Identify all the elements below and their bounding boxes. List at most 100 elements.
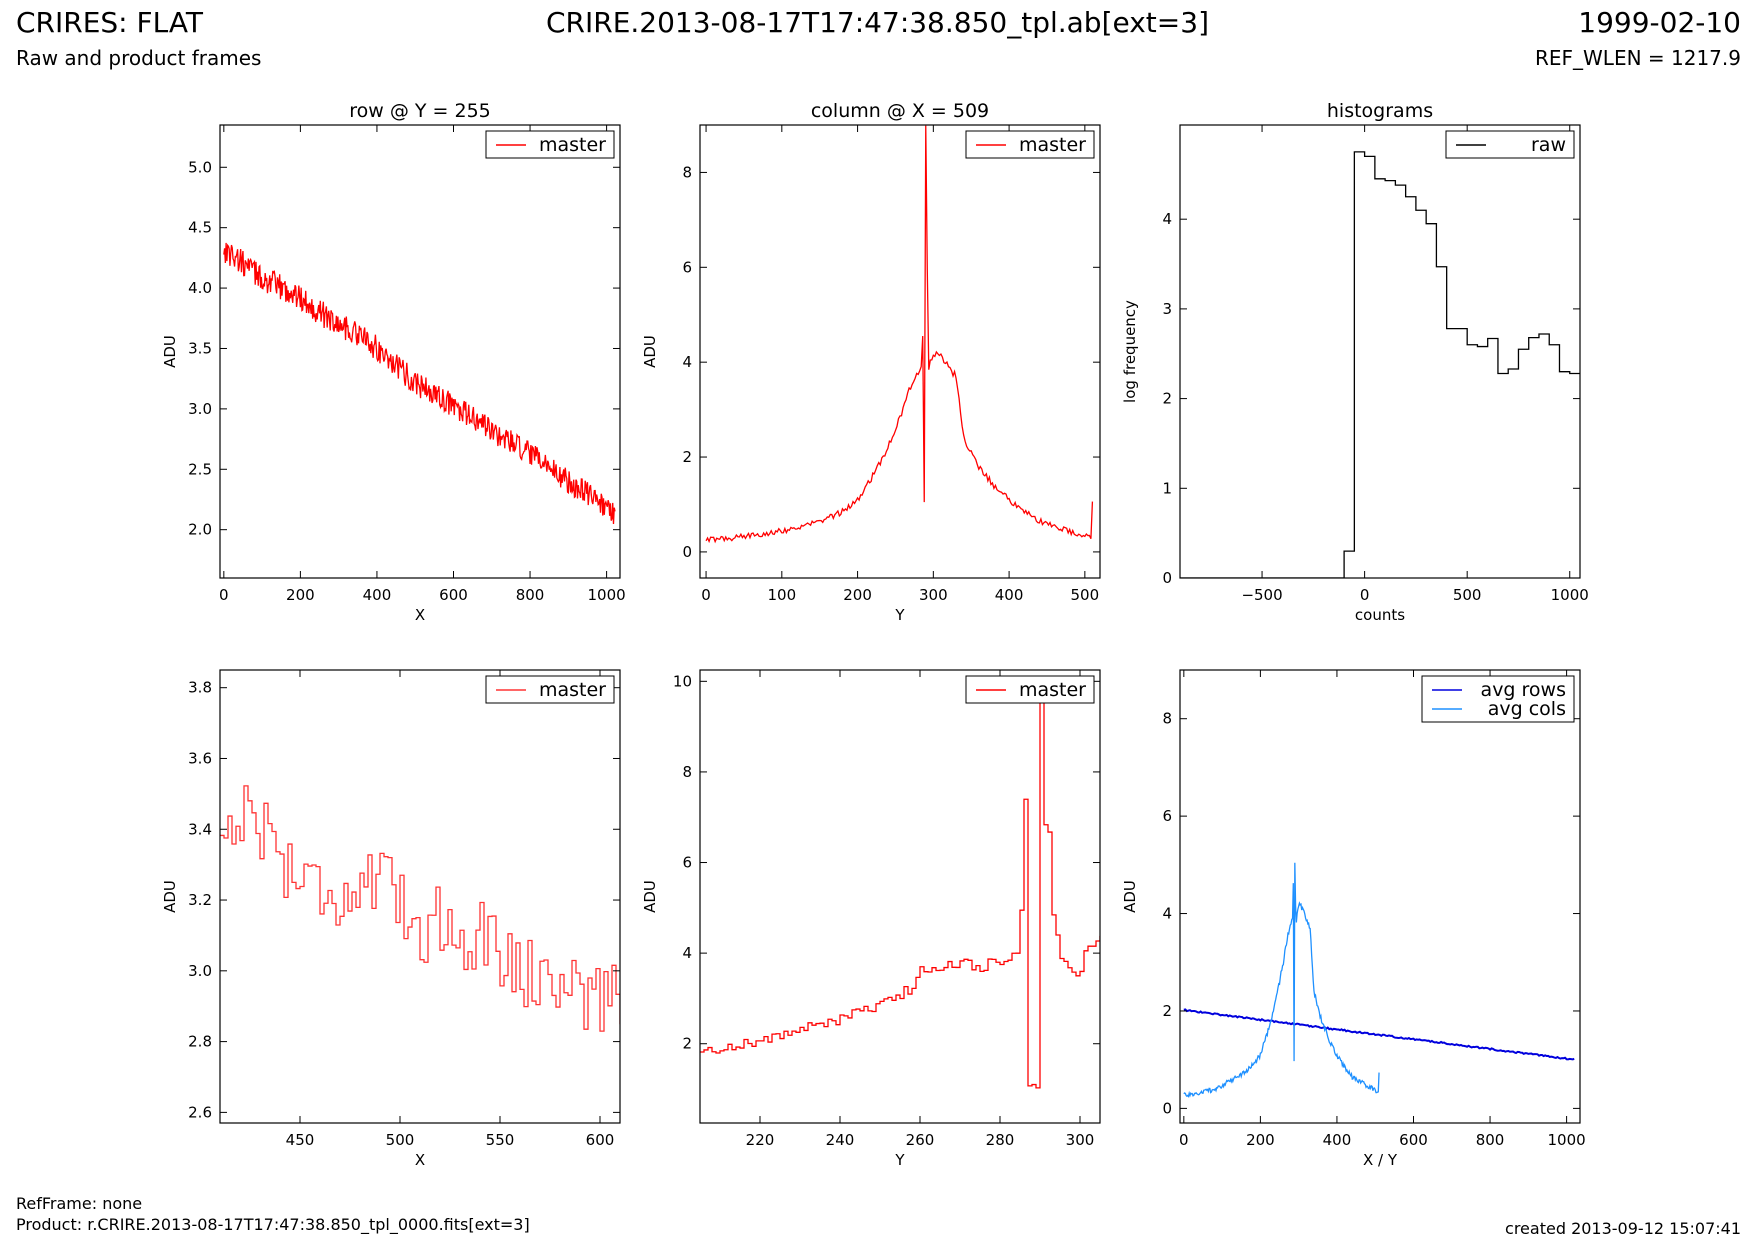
chart-row: 0 200 400 600 800 1000 2.0 2.5 3.0 3.5 4.0 4.5 5.0 ro… bbox=[161, 100, 626, 624]
x-tick-label: 0 bbox=[219, 586, 229, 604]
axes-frame bbox=[1179, 669, 1581, 1124]
chart-row_zoom: 450 500 550 600 2.6 2.8 3.0 3.2 3.4 3.6 3.8 X ADU mas… bbox=[161, 669, 621, 1169]
created-timestamp: created 2013-09-12 15:07:41 bbox=[1505, 1219, 1741, 1238]
y-tick-label: 2.6 bbox=[188, 1103, 212, 1121]
y-tick-label: 2 bbox=[682, 1035, 692, 1053]
x-tick-label: 200 bbox=[1246, 1131, 1275, 1149]
series-raw bbox=[1180, 151, 1580, 578]
x-tick-label: −500 bbox=[1241, 586, 1282, 604]
x-tick-label: 800 bbox=[1476, 1131, 1505, 1149]
x-tick-label: 240 bbox=[826, 1131, 855, 1149]
series-master bbox=[700, 687, 1100, 1089]
y-tick-label: 4 bbox=[1162, 210, 1172, 228]
y-tick-label: 3.4 bbox=[188, 820, 212, 838]
y-tick-label: 8 bbox=[1162, 710, 1172, 728]
x-tick-label: 300 bbox=[919, 586, 948, 604]
y-tick-label: 2.5 bbox=[188, 460, 212, 478]
x-tick-label: 600 bbox=[586, 1131, 615, 1149]
y-tick-label: 0 bbox=[1162, 1099, 1172, 1117]
chart-title: histograms bbox=[1327, 100, 1433, 122]
y-tick-label: 3.5 bbox=[188, 339, 212, 357]
x-axis-label: counts bbox=[1355, 606, 1405, 624]
x-axis-label: X / Y bbox=[1363, 1151, 1398, 1169]
axes-frame bbox=[219, 124, 621, 579]
series-avg-cols bbox=[1183, 862, 1380, 1098]
y-tick-label: 0 bbox=[1162, 569, 1172, 587]
y-tick-label: 6 bbox=[1162, 807, 1172, 825]
legend-label: raw bbox=[1531, 134, 1566, 156]
y-axis-label: ADU bbox=[641, 880, 659, 913]
x-tick-label: 1000 bbox=[1548, 1131, 1586, 1149]
x-tick-label: 400 bbox=[995, 586, 1024, 604]
refframe-label: RefFrame: none bbox=[16, 1194, 143, 1213]
x-tick-label: 600 bbox=[1399, 1131, 1428, 1149]
series-master bbox=[705, 125, 1094, 544]
x-tick-label: 0 bbox=[1360, 586, 1370, 604]
axes-frame bbox=[219, 669, 621, 1124]
y-tick-label: 4.5 bbox=[188, 219, 212, 237]
x-axis-label: X bbox=[415, 606, 425, 624]
x-tick-label: 400 bbox=[1323, 1131, 1352, 1149]
x-tick-label: 1000 bbox=[1551, 586, 1589, 604]
x-tick-label: 500 bbox=[1453, 586, 1482, 604]
y-tick-label: 2 bbox=[682, 448, 692, 466]
y-tick-label: 2.0 bbox=[188, 521, 212, 539]
page-subtitle: Raw and product frames bbox=[16, 46, 262, 70]
y-axis-label: ADU bbox=[1121, 880, 1139, 913]
x-tick-label: 200 bbox=[843, 586, 872, 604]
page-title: CRIRES: FLAT bbox=[16, 6, 203, 39]
x-axis-label: Y bbox=[894, 606, 905, 624]
frame-name: CRIRE.2013-08-17T17:47:38.850_tpl.ab[ext… bbox=[545, 6, 1209, 39]
y-tick-label: 8 bbox=[682, 163, 692, 181]
y-axis-label: log frequency bbox=[1121, 300, 1139, 403]
ref-wlen-label: REF_WLEN = 1217.9 bbox=[1534, 46, 1741, 70]
y-tick-label: 6 bbox=[682, 854, 692, 872]
series-avg-rows bbox=[1184, 1009, 1576, 1059]
y-axis-label: ADU bbox=[161, 335, 179, 368]
y-tick-label: 5.0 bbox=[188, 158, 212, 176]
y-tick-label: 3.8 bbox=[188, 679, 212, 697]
y-tick-label: 2 bbox=[1162, 1002, 1172, 1020]
legend: master bbox=[965, 130, 1095, 159]
x-tick-label: 550 bbox=[486, 1131, 515, 1149]
series-master bbox=[223, 242, 616, 524]
x-tick-label: 500 bbox=[386, 1131, 415, 1149]
x-tick-label: 200 bbox=[286, 586, 315, 604]
y-tick-label: 3.6 bbox=[188, 749, 212, 767]
legend-label: avg rows bbox=[1481, 679, 1566, 701]
legend-label: master bbox=[1019, 134, 1086, 156]
product-label: Product: r.CRIRE.2013-08-17T17:47:38.850… bbox=[16, 1215, 530, 1234]
chart-column: 0 100 200 300 400 500 0 2 4 6 8 column @ X = 509 Y AD… bbox=[641, 100, 1101, 624]
y-tick-label: 10 bbox=[673, 672, 692, 690]
legend-label: master bbox=[1019, 679, 1086, 701]
x-tick-label: 800 bbox=[516, 586, 545, 604]
series-master bbox=[220, 785, 620, 1032]
y-tick-label: 2 bbox=[1162, 390, 1172, 408]
y-tick-label: 8 bbox=[682, 763, 692, 781]
x-tick-label: 100 bbox=[767, 586, 796, 604]
y-tick-label: 4 bbox=[1162, 905, 1172, 923]
x-tick-label: 0 bbox=[1179, 1131, 1189, 1149]
chart-title: row @ Y = 255 bbox=[349, 100, 491, 122]
legend: master bbox=[485, 675, 615, 704]
y-tick-label: 4 bbox=[682, 944, 692, 962]
x-tick-label: 600 bbox=[439, 586, 468, 604]
date-label: 1999-02-10 bbox=[1578, 6, 1741, 39]
legend-label: master bbox=[539, 134, 606, 156]
chart-histograms: −500 0 500 1000 0 1 2 3 4 histograms counts log fre… bbox=[1121, 100, 1589, 624]
y-tick-label: 3 bbox=[1162, 300, 1172, 318]
x-tick-label: 500 bbox=[1071, 586, 1100, 604]
x-tick-label: 0 bbox=[701, 586, 711, 604]
y-axis-label: ADU bbox=[641, 335, 659, 368]
axes-frame bbox=[699, 669, 1101, 1124]
legend: master bbox=[965, 675, 1095, 704]
x-axis-label: Y bbox=[894, 1151, 905, 1169]
x-tick-label: 260 bbox=[906, 1131, 935, 1149]
y-tick-label: 3.2 bbox=[188, 891, 212, 909]
chart-averages: 0 200 400 600 800 1000 0 2 4 6 8 X / Y ADU avg rowsav… bbox=[1121, 669, 1586, 1169]
x-tick-label: 300 bbox=[1066, 1131, 1095, 1149]
x-tick-label: 400 bbox=[363, 586, 392, 604]
y-axis-label: ADU bbox=[161, 880, 179, 913]
